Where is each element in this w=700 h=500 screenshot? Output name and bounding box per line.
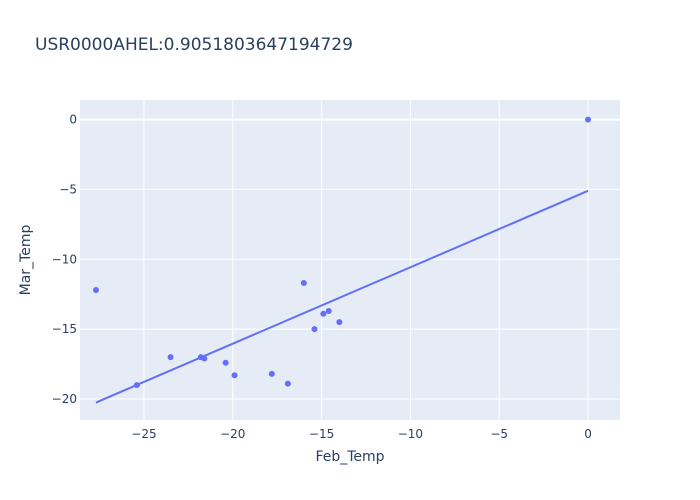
y-tick-label: −5 xyxy=(59,182,77,196)
y-axis-ticks: 0 −5 −10 −15 −20 xyxy=(52,113,77,406)
data-point xyxy=(320,310,327,317)
y-axis-title: Mar_Temp xyxy=(18,225,34,296)
data-point xyxy=(311,326,318,333)
data-point xyxy=(585,116,592,123)
data-point xyxy=(201,355,208,362)
plot-area xyxy=(80,100,620,420)
data-point xyxy=(222,359,229,366)
data-point xyxy=(284,380,291,387)
y-tick-label: −20 xyxy=(52,392,77,406)
trendline-layer xyxy=(95,189,589,404)
x-tick-label: −5 xyxy=(490,427,508,441)
chart-title: USR0000AHEL:0.9051803647194729 xyxy=(35,35,353,55)
data-point xyxy=(300,280,307,287)
x-tick-label: −10 xyxy=(398,427,423,441)
x-tick-label: −15 xyxy=(309,427,334,441)
y-tick-label: −10 xyxy=(52,252,77,266)
x-axis-title: Feb_Temp xyxy=(315,449,384,465)
trendline xyxy=(95,189,589,404)
data-point xyxy=(268,370,275,377)
data-point xyxy=(133,382,140,389)
data-point xyxy=(231,372,238,379)
data-point xyxy=(336,319,343,326)
y-tick-label: 0 xyxy=(69,113,77,127)
data-point xyxy=(92,287,99,294)
grid xyxy=(80,100,620,420)
x-axis-ticks: −25 −20 −15 −10 −5 0 xyxy=(131,427,592,441)
x-tick-label: −20 xyxy=(220,427,245,441)
x-tick-label: −25 xyxy=(131,427,156,441)
x-tick-label: 0 xyxy=(584,427,592,441)
scatter-points xyxy=(92,116,592,389)
y-tick-label: −15 xyxy=(52,322,77,336)
data-point xyxy=(167,354,174,361)
data-point xyxy=(325,308,332,315)
